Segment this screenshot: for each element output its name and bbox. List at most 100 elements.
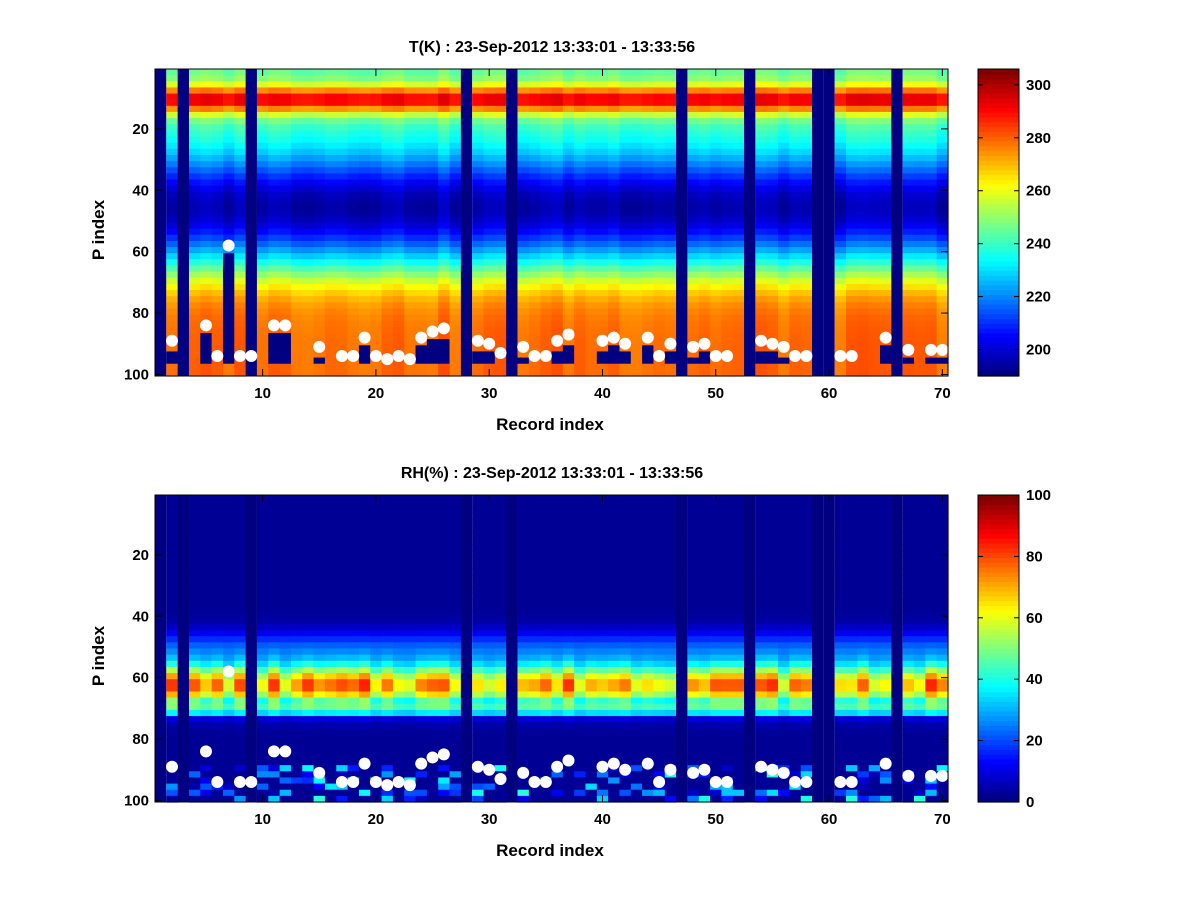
colorbar-tick-label: 280 [1026, 130, 1051, 147]
humidity-marker [471, 760, 484, 773]
temperature-marker [789, 350, 802, 363]
humidity-marker [562, 754, 575, 767]
colorbar-tick-label: 20 [1026, 733, 1043, 750]
temperature-marker [279, 319, 292, 332]
temperature-marker [721, 350, 734, 363]
humidity-title: RH(%) : 23-Sep-2012 13:33:01 - 13:33:56 [401, 465, 703, 482]
y-tick-label: 80 [132, 305, 149, 322]
humidity-marker [199, 745, 212, 758]
temperature-axes-box [154, 68, 949, 377]
humidity-x-ticks: 10 20 30 40 50 60 70 [254, 495, 951, 828]
humidity-marker [607, 757, 620, 770]
temperature-marker [165, 334, 178, 347]
humidity-marker [369, 776, 382, 789]
temperature-marker [698, 337, 711, 350]
temperature-title: T(K) : 23-Sep-2012 13:33:01 - 13:33:56 [409, 39, 695, 56]
temperature-marker [437, 322, 450, 335]
temperature-marker [335, 350, 348, 363]
humidity-marker [415, 757, 428, 770]
temperature-y-ticks: 20 40 60 80 100 [124, 121, 948, 383]
humidity-marker [381, 779, 394, 792]
humidity-marker [664, 763, 677, 776]
colorbar-tick-label: 220 [1026, 289, 1051, 306]
colorbar-tick-label: 200 [1026, 342, 1051, 359]
humidity-marker [358, 757, 371, 770]
humidity-marker [426, 751, 439, 764]
humidity-marker [653, 776, 666, 789]
colorbar-tick-label: 240 [1026, 236, 1051, 253]
humidity-marker [528, 776, 541, 789]
temperature-marker [834, 350, 847, 363]
y-tick-label: 100 [124, 792, 149, 809]
humidity-marker [211, 776, 224, 789]
humidity-marker [902, 769, 915, 782]
temperature-marker [392, 350, 405, 363]
humidity-heatmap [155, 495, 949, 803]
temperature-marker [222, 239, 235, 252]
temperature-x-ticks: 10 20 30 40 50 60 70 [254, 69, 951, 402]
temperature-marker [528, 350, 541, 363]
colorbar-tick-label: 80 [1026, 548, 1043, 565]
temperature-marker [347, 350, 360, 363]
temperature-marker [664, 337, 677, 350]
temperature-marker [199, 319, 212, 332]
temperature-marker [211, 350, 224, 363]
temperature-marker [381, 353, 394, 366]
humidity-marker [551, 760, 564, 773]
temperature-marker [641, 331, 654, 344]
humidity-marker [437, 748, 450, 761]
temperature-x-axis-label: Record index [496, 415, 604, 434]
y-tick-label: 40 [132, 608, 149, 625]
humidity-marker [347, 776, 360, 789]
temperature-marker [233, 350, 246, 363]
humidity-marker [494, 772, 507, 785]
x-tick-label: 20 [368, 385, 385, 402]
x-tick-label: 60 [821, 385, 838, 402]
humidity-marker [936, 769, 949, 782]
humidity-marker [641, 757, 654, 770]
temperature-marker [596, 334, 609, 347]
temperature-marker [925, 343, 938, 356]
x-tick-label: 40 [594, 811, 611, 828]
humidity-marker [766, 763, 779, 776]
temperature-marker [755, 334, 768, 347]
temperature-marker [709, 350, 722, 363]
temperature-marker [902, 343, 915, 356]
x-tick-label: 20 [368, 811, 385, 828]
colorbar-tick-label: 40 [1026, 671, 1043, 688]
humidity-axes-box [154, 494, 949, 803]
humidity-marker [279, 745, 292, 758]
humidity-marker [800, 776, 813, 789]
y-tick-label: 60 [132, 244, 149, 261]
colorbar-tick-label: 300 [1026, 77, 1051, 94]
temperature-heatmap [155, 69, 949, 377]
humidity-x-axis-label: Record index [496, 841, 604, 860]
humidity-marker [777, 766, 790, 779]
temperature-marker [800, 350, 813, 363]
humidity-marker [596, 760, 609, 773]
colorbar-tick-label: 60 [1026, 610, 1043, 627]
temperature-marker [483, 337, 496, 350]
humidity-marker [483, 763, 496, 776]
colorbar-tick-label: 260 [1026, 183, 1051, 200]
humidity-y-axis-label: P index [89, 625, 108, 686]
humidity-marker [755, 760, 768, 773]
humidity-colorbar: 0 20 40 60 80 100 [977, 487, 1051, 811]
humidity-marker [879, 757, 892, 770]
y-tick-label: 40 [132, 182, 149, 199]
temperature-marker [267, 319, 280, 332]
colorbar-tick-label: 0 [1026, 794, 1034, 811]
temperature-marker [777, 340, 790, 353]
temperature-marker [415, 331, 428, 344]
y-tick-label: 80 [132, 731, 149, 748]
temperature-marker [369, 350, 382, 363]
temperature-marker [845, 350, 858, 363]
x-tick-label: 30 [481, 811, 498, 828]
colorbar-frame [977, 68, 1020, 377]
temperature-marker [403, 353, 416, 366]
humidity-marker [403, 779, 416, 792]
humidity-marker [789, 776, 802, 789]
humidity-marker [709, 776, 722, 789]
temperature-marker [766, 337, 779, 350]
humidity-marker [245, 776, 258, 789]
